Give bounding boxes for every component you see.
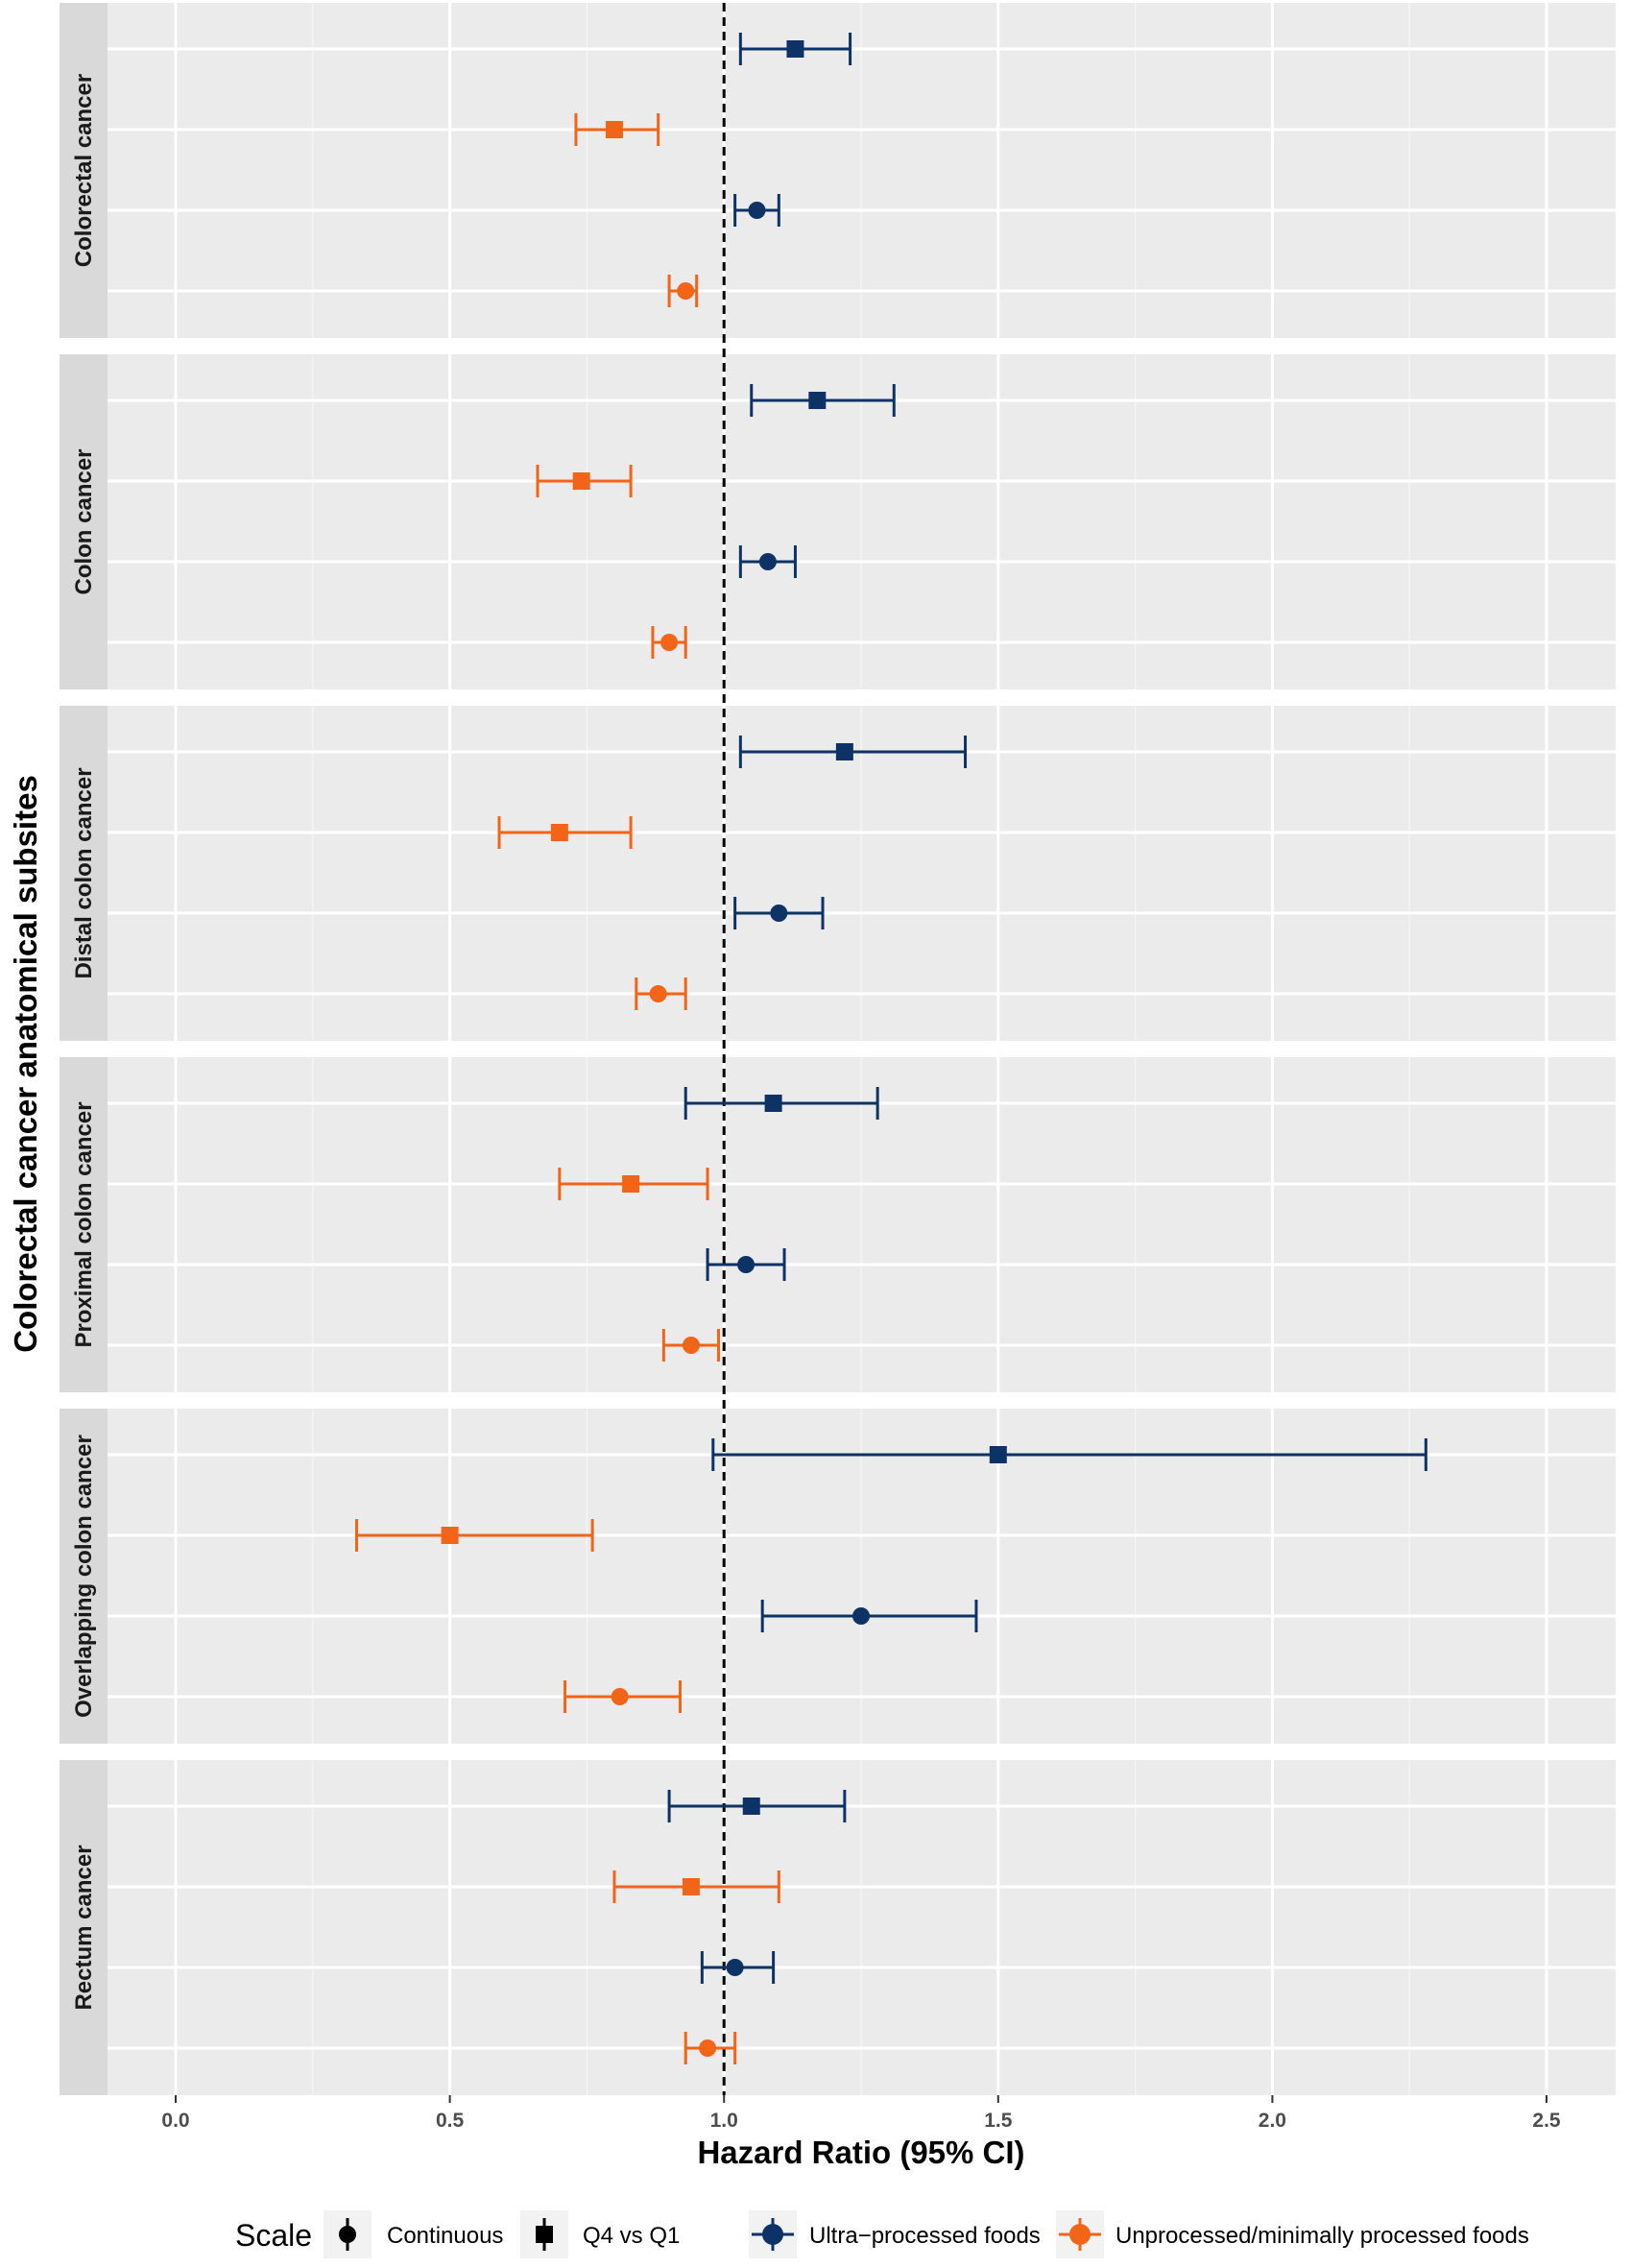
- x-axis-title: Hazard Ratio (95% CI): [697, 2135, 1024, 2170]
- strip-label: Overlapping colon cancer: [71, 1435, 97, 1718]
- x-tick-label: 1.5: [984, 2110, 1013, 2132]
- legend-label: Ultra−processed foods: [809, 2223, 1041, 2249]
- estimate: [635, 977, 687, 1010]
- estimate: [738, 736, 968, 768]
- point-estimate: [649, 985, 667, 1002]
- point-estimate: [989, 1446, 1007, 1463]
- point-estimate: [852, 1607, 870, 1625]
- panel: Overlapping colon cancer: [60, 1409, 1616, 1744]
- point-estimate: [835, 743, 853, 760]
- legend-label: Continuous: [387, 2223, 503, 2249]
- strip-label: Distal colon cancer: [71, 767, 97, 978]
- estimate: [354, 1519, 594, 1552]
- point-estimate: [764, 1095, 782, 1112]
- strip: [60, 1760, 108, 2095]
- estimate: [661, 1329, 720, 1362]
- estimate: [497, 816, 633, 849]
- x-tick-label: 0.0: [161, 2110, 189, 2132]
- point-estimate: [786, 40, 804, 58]
- estimate: [738, 33, 852, 65]
- point-estimate: [748, 202, 766, 219]
- point-estimate: [758, 553, 777, 570]
- estimate: [684, 1087, 879, 1120]
- estimate: [558, 1168, 709, 1200]
- legend: Scale Continuous Q4 vs Q1 Ultra−processed …: [235, 2210, 1529, 2258]
- point-estimate: [441, 1527, 459, 1544]
- point-estimate: [699, 2039, 717, 2057]
- point-estimate: [726, 1959, 744, 1976]
- estimate: [667, 1790, 847, 1822]
- strip: [60, 1409, 108, 1744]
- x-tick-label: 2.5: [1532, 2110, 1561, 2132]
- legend-label: Q4 vs Q1: [583, 2223, 680, 2249]
- strip: [60, 354, 108, 689]
- estimate: [684, 2032, 737, 2064]
- panel: Distal colon cancer: [60, 706, 1616, 1041]
- estimate: [612, 1870, 780, 1903]
- point-estimate: [605, 121, 623, 138]
- x-tick-label: 2.0: [1259, 2110, 1286, 2132]
- point-estimate: [622, 1175, 640, 1193]
- estimate: [700, 1951, 776, 1984]
- estimate: [750, 384, 896, 417]
- estimate: [651, 626, 687, 659]
- estimate: [733, 194, 780, 227]
- point-estimate: [572, 472, 590, 490]
- legend-item: Unprocessed/minimally processed foods: [1056, 2210, 1529, 2258]
- strip-label: Proximal colon cancer: [71, 1101, 97, 1347]
- panel: Colon cancer: [60, 354, 1616, 689]
- estimate: [536, 465, 633, 497]
- legend-key-circle: [339, 2226, 356, 2243]
- strip-label: Colorectal cancer: [71, 74, 97, 267]
- y-axis-title: Colorectal cancer anatomical subsites: [8, 775, 43, 1353]
- point-estimate: [742, 1798, 760, 1815]
- strip: [60, 706, 108, 1041]
- strip-label: Rectum cancer: [71, 1845, 97, 2010]
- point-estimate: [737, 1256, 756, 1273]
- x-tick-label: 1.0: [710, 2110, 738, 2132]
- point-estimate: [682, 1337, 700, 1354]
- estimate: [667, 275, 699, 307]
- estimate: [706, 1248, 786, 1281]
- legend-item: Q4 vs Q1: [520, 2210, 680, 2258]
- x-axis: 0.0 0.5 1.0 1.5 2.0 2.5: [161, 2095, 1561, 2132]
- point-estimate: [677, 282, 695, 300]
- panel: Rectum cancer: [60, 1760, 1616, 2095]
- point-estimate: [660, 634, 679, 651]
- point-estimate: [770, 905, 788, 922]
- estimate: [574, 113, 660, 146]
- legend-label: Unprocessed/minimally processed foods: [1115, 2223, 1529, 2249]
- estimate: [733, 897, 825, 929]
- x-tick-label: 0.5: [436, 2110, 465, 2132]
- legend-item: Continuous: [324, 2210, 503, 2258]
- facet-panels: Colorectal cancer Colon cancer Distal colo…: [60, 3, 1616, 2095]
- estimate: [564, 1680, 683, 1713]
- data-marks: [354, 33, 1427, 2064]
- panel: Proximal colon cancer: [60, 1057, 1616, 1392]
- legend-key-circle: [762, 2224, 783, 2245]
- legend-key-square: [536, 2226, 553, 2243]
- panel: Colorectal cancer: [60, 3, 1616, 338]
- legend-key-circle: [1069, 2224, 1091, 2245]
- estimate: [760, 1600, 978, 1632]
- strip-label: Colon cancer: [71, 448, 97, 594]
- point-estimate: [682, 1878, 700, 1895]
- strip: [60, 3, 108, 338]
- legend-title: Scale: [235, 2218, 312, 2253]
- point-estimate: [611, 1688, 629, 1705]
- legend-item: Ultra−processed foods: [749, 2210, 1041, 2258]
- point-estimate: [550, 824, 568, 841]
- estimate: [711, 1438, 1427, 1471]
- estimate: [738, 545, 797, 578]
- strip: [60, 1057, 108, 1392]
- point-estimate: [808, 392, 827, 409]
